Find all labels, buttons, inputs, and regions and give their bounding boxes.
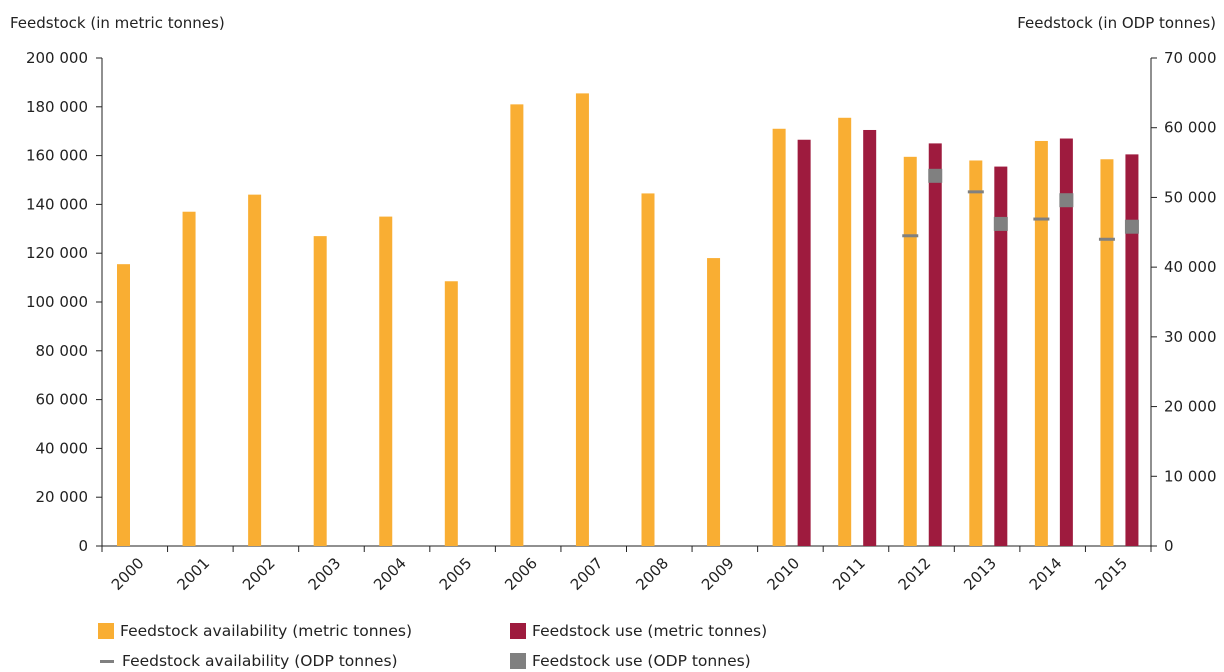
x-tick-label: 2002 — [239, 554, 279, 594]
right-tick-label: 50 000 — [1164, 188, 1217, 206]
bar-availability-metric — [641, 193, 655, 547]
marker-use-odp — [1124, 219, 1139, 234]
left-tick-label: 140 000 — [26, 195, 88, 213]
bar-availability-metric — [444, 281, 458, 546]
marker-use-odp — [928, 168, 943, 183]
bar-use-metric — [928, 143, 942, 546]
chart-area: 0 20 000 40 000 60 000 80 000 100 000 120 000 1… — [26, 49, 1217, 594]
legend-label-availability-metric: Feedstock availability (metric tonnes) — [120, 622, 413, 640]
bar-availability-metric — [379, 216, 393, 546]
right-axis-title: Feedstock (in ODP tonnes) — [1017, 14, 1216, 32]
x-tick-label: 2013 — [960, 554, 1000, 594]
legend-item-use-metric: Feedstock use (metric tonnes) — [510, 622, 767, 640]
legend-swatch-use-metric — [510, 623, 526, 639]
marker-use-odp — [993, 216, 1008, 231]
bar-availability-metric — [182, 211, 196, 546]
right-tick-label: 0 — [1164, 537, 1174, 555]
right-tick-label: 60 000 — [1164, 119, 1217, 137]
x-tick-label: 2001 — [173, 554, 213, 594]
bar-availability-metric — [772, 128, 786, 546]
bar-availability-metric — [1034, 140, 1048, 546]
bar-use-metric — [1125, 154, 1139, 546]
right-tick-label: 30 000 — [1164, 328, 1217, 346]
left-tick-label: 180 000 — [26, 98, 88, 116]
legend-swatch-availability-metric — [98, 623, 114, 639]
bar-use-metric — [1059, 138, 1073, 546]
legend-swatch-use-odp — [510, 653, 526, 669]
marker-availability-odp — [1098, 237, 1115, 241]
legend-label-use-odp: Feedstock use (ODP tonnes) — [532, 652, 751, 670]
x-tick-label: 2005 — [436, 554, 476, 594]
bar-use-metric — [994, 166, 1008, 546]
right-tick-label: 70 000 — [1164, 49, 1217, 67]
x-tick-label: 2009 — [698, 554, 738, 594]
x-tick-label: 2011 — [829, 554, 869, 594]
legend-swatch-availability-odp — [100, 659, 114, 663]
legend-item-availability-metric: Feedstock availability (metric tonnes) — [98, 622, 412, 640]
bar-availability-metric — [838, 117, 852, 546]
right-tick-label: 10 000 — [1164, 467, 1217, 485]
x-tick-label: 2010 — [764, 554, 804, 594]
x-tick-label: 2008 — [632, 554, 672, 594]
legend-item-use-odp: Feedstock use (ODP tonnes) — [510, 652, 751, 670]
bar-use-metric — [863, 129, 877, 547]
legend-label-use-metric: Feedstock use (metric tonnes) — [532, 622, 768, 640]
bar-availability-metric — [575, 93, 589, 546]
left-tick-label: 60 000 — [36, 391, 89, 409]
bar-use-metric — [797, 139, 811, 547]
bar-availability-metric — [117, 264, 130, 546]
marker-availability-odp — [902, 234, 919, 238]
left-tick-label: 40 000 — [36, 439, 89, 457]
bar-availability-metric — [969, 160, 983, 547]
left-tick-label: 100 000 — [26, 293, 88, 311]
legend-label-availability-odp: Feedstock availability (ODP tonnes) — [122, 652, 398, 670]
x-tick-label: 2012 — [895, 554, 935, 594]
x-tick-label: 2006 — [501, 554, 541, 594]
left-tick-label: 0 — [78, 537, 88, 555]
marker-availability-odp — [967, 190, 984, 194]
bar-availability-metric — [248, 194, 262, 546]
bar-availability-metric — [707, 258, 721, 546]
bar-availability-metric — [903, 156, 917, 546]
marker-use-odp — [1059, 193, 1074, 208]
left-axis-title: Feedstock (in metric tonnes) — [10, 14, 225, 32]
x-tick-label: 2000 — [108, 554, 148, 594]
x-tick-label: 2007 — [567, 554, 607, 594]
x-tick-label: 2003 — [305, 554, 345, 594]
x-tick-label: 2015 — [1091, 554, 1131, 594]
bar-availability-metric — [1100, 159, 1114, 546]
right-tick-label: 40 000 — [1164, 258, 1217, 276]
x-tick-label: 2014 — [1026, 554, 1066, 594]
bar-availability-metric — [313, 236, 327, 546]
left-tick-label: 20 000 — [36, 488, 89, 506]
legend-item-availability-odp: Feedstock availability (ODP tonnes) — [98, 652, 398, 670]
x-tick-label: 2004 — [370, 554, 410, 594]
bar-availability-metric — [510, 104, 524, 547]
left-tick-label: 120 000 — [26, 244, 88, 262]
right-tick-label: 20 000 — [1164, 398, 1217, 416]
left-tick-label: 80 000 — [36, 342, 89, 360]
left-tick-label: 200 000 — [26, 49, 88, 67]
marker-availability-odp — [1033, 217, 1050, 221]
left-tick-label: 160 000 — [26, 147, 88, 165]
